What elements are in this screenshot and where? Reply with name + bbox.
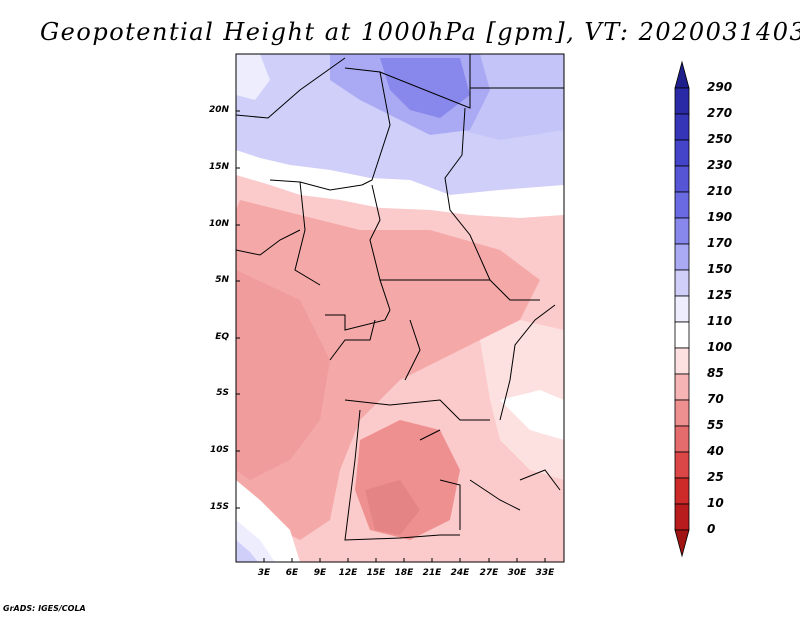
colorbar-segment bbox=[674, 269, 690, 297]
lat-label: 10S bbox=[209, 445, 229, 455]
colorbar-label: 25 bbox=[707, 470, 724, 484]
colorbar-label: 250 bbox=[707, 132, 733, 146]
colorbar-label: 40 bbox=[707, 444, 724, 458]
credit-text: GrADS: IGES/COLA bbox=[3, 604, 86, 613]
colorbar-label: 125 bbox=[707, 288, 733, 302]
lat-label: 10N bbox=[208, 219, 229, 229]
lon-label: 30E bbox=[507, 568, 527, 578]
colorbar-segment bbox=[674, 191, 690, 219]
map-shading bbox=[236, 54, 564, 562]
colorbar-segment bbox=[674, 60, 690, 89]
colorbar-label: 290 bbox=[707, 80, 733, 94]
colorbar-segment bbox=[674, 113, 690, 141]
lon-label: 9E bbox=[313, 568, 327, 578]
colorbar-segment bbox=[674, 477, 690, 505]
map-frame bbox=[235, 53, 565, 563]
lat-label: 20N bbox=[208, 105, 229, 115]
country-borders bbox=[236, 54, 564, 541]
colorbar-segment bbox=[674, 321, 690, 349]
colorbar-segment bbox=[674, 451, 690, 479]
colorbar-label: 70 bbox=[707, 392, 724, 406]
lon-label: 24E bbox=[450, 568, 470, 578]
colorbar-label: 170 bbox=[707, 236, 733, 250]
lat-label: 5S bbox=[216, 388, 229, 398]
colorbar-segment bbox=[674, 295, 690, 323]
colorbar-segment bbox=[674, 347, 690, 375]
lon-label: 3E bbox=[257, 568, 271, 578]
colorbar-segment bbox=[674, 373, 690, 401]
lon-label: 6E bbox=[285, 568, 299, 578]
colorbar-label: 55 bbox=[707, 418, 724, 432]
lon-label: 21E bbox=[422, 568, 442, 578]
lon-label: 27E bbox=[479, 568, 499, 578]
colorbar-segment bbox=[674, 399, 690, 427]
lon-label: 18E bbox=[394, 568, 414, 578]
axis-ticks bbox=[236, 110, 546, 562]
colorbar-label: 10 bbox=[707, 496, 724, 510]
lon-label: 12E bbox=[338, 568, 358, 578]
colorbar-segment bbox=[674, 425, 690, 453]
colorbar-segment bbox=[674, 139, 690, 167]
colorbar-label: 150 bbox=[707, 262, 733, 276]
colorbar-label: 270 bbox=[707, 106, 733, 120]
colorbar-segment bbox=[674, 217, 690, 245]
colorbar-label: 190 bbox=[707, 210, 733, 224]
colorbar-label: 100 bbox=[707, 340, 733, 354]
map-title: Geopotential Height at 1000hPa [gpm], VT… bbox=[40, 18, 800, 46]
lon-label: 33E bbox=[535, 568, 555, 578]
lat-label: 15S bbox=[209, 502, 229, 512]
colorbar-label: 230 bbox=[707, 158, 733, 172]
lat-label: 15N bbox=[208, 162, 229, 172]
colorbar-segment bbox=[674, 165, 690, 193]
colorbar bbox=[674, 60, 690, 558]
lon-label: 15E bbox=[366, 568, 386, 578]
colorbar-label: 110 bbox=[707, 314, 733, 328]
colorbar-segment bbox=[674, 503, 690, 531]
colorbar-label: 85 bbox=[707, 366, 724, 380]
colorbar-segment bbox=[674, 243, 690, 271]
lat-label: EQ bbox=[215, 332, 229, 342]
colorbar-label: 0 bbox=[707, 522, 716, 536]
lat-label: 5N bbox=[215, 275, 229, 285]
colorbar-segment bbox=[674, 529, 690, 558]
colorbar-segment bbox=[674, 87, 690, 115]
colorbar-label: 210 bbox=[707, 184, 733, 198]
